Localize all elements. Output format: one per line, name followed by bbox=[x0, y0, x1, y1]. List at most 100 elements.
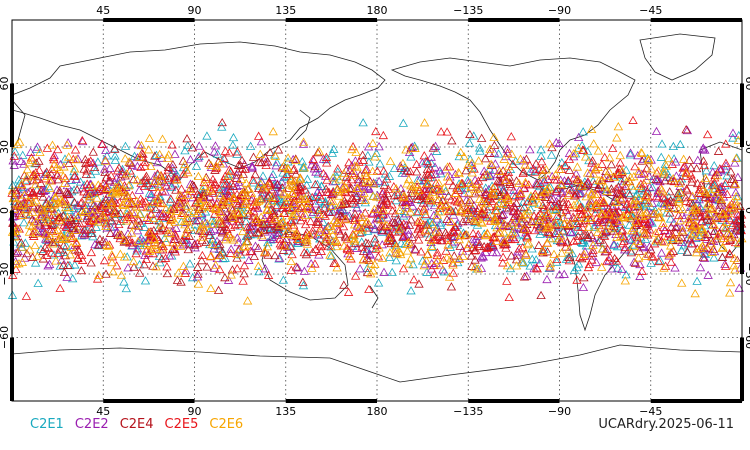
sounding-marker bbox=[633, 201, 643, 211]
sounding-marker bbox=[22, 164, 33, 174]
sounding-marker bbox=[703, 270, 713, 279]
sounding-marker bbox=[569, 173, 579, 182]
sounding-marker bbox=[726, 199, 737, 208]
sounding-marker bbox=[550, 228, 561, 237]
sounding-marker bbox=[670, 227, 681, 237]
sounding-marker bbox=[114, 219, 124, 229]
sounding-marker bbox=[140, 276, 151, 285]
sounding-marker bbox=[235, 214, 245, 223]
sounding-marker bbox=[537, 170, 548, 179]
sounding-marker bbox=[234, 244, 244, 253]
sounding-marker bbox=[246, 188, 257, 197]
sounding-marker bbox=[403, 230, 414, 239]
y-tick-label-right: 0 bbox=[743, 207, 750, 214]
sounding-marker bbox=[484, 213, 495, 222]
x-tick-label-bottom: 90 bbox=[188, 405, 202, 418]
sounding-marker bbox=[611, 256, 622, 265]
sounding-marker bbox=[16, 238, 26, 247]
sounding-marker bbox=[582, 208, 593, 217]
sounding-marker bbox=[542, 274, 552, 284]
sounding-marker bbox=[697, 241, 708, 250]
sounding-marker bbox=[498, 199, 508, 208]
sounding-marker bbox=[319, 225, 330, 234]
sounding-marker bbox=[429, 227, 439, 236]
sounding-marker bbox=[71, 238, 82, 247]
sounding-marker bbox=[563, 210, 573, 219]
sounding-marker bbox=[641, 191, 651, 201]
sounding-marker bbox=[215, 264, 225, 274]
sounding-marker bbox=[538, 223, 548, 232]
sounding-marker bbox=[422, 156, 433, 165]
sounding-marker bbox=[565, 219, 575, 228]
sounding-marker bbox=[667, 230, 678, 239]
sounding-marker bbox=[691, 163, 702, 173]
sounding-marker bbox=[21, 176, 31, 186]
sounding-marker bbox=[499, 172, 510, 181]
sounding-marker bbox=[539, 244, 549, 253]
sounding-marker bbox=[383, 184, 394, 193]
sounding-marker bbox=[721, 217, 731, 226]
sounding-marker bbox=[229, 193, 239, 203]
sounding-marker bbox=[98, 210, 108, 220]
sounding-marker bbox=[426, 152, 436, 161]
sounding-marker bbox=[119, 252, 130, 261]
sounding-marker bbox=[639, 229, 649, 238]
sounding-marker bbox=[221, 232, 231, 242]
sounding-marker bbox=[220, 146, 231, 155]
sounding-marker bbox=[446, 228, 456, 237]
sounding-marker bbox=[393, 216, 403, 225]
sounding-marker bbox=[569, 265, 580, 274]
sounding-marker bbox=[559, 269, 569, 278]
sounding-marker bbox=[189, 181, 199, 190]
sounding-marker bbox=[656, 248, 667, 257]
sounding-marker bbox=[132, 196, 142, 205]
sounding-marker bbox=[303, 189, 313, 198]
sounding-marker bbox=[483, 242, 494, 252]
sounding-marker bbox=[687, 230, 697, 239]
sounding-marker bbox=[166, 181, 177, 190]
sounding-marker bbox=[559, 226, 569, 235]
sounding-marker bbox=[666, 248, 676, 257]
sounding-marker bbox=[347, 241, 358, 250]
sounding-marker bbox=[716, 194, 726, 204]
sounding-marker bbox=[550, 170, 561, 179]
sounding-marker bbox=[528, 217, 538, 226]
sounding-marker bbox=[267, 219, 278, 228]
sounding-marker bbox=[44, 183, 55, 192]
sounding-marker bbox=[372, 192, 382, 201]
sounding-marker bbox=[455, 196, 465, 205]
sounding-marker bbox=[575, 188, 585, 197]
sounding-marker bbox=[488, 183, 498, 192]
sounding-marker bbox=[267, 192, 277, 201]
sounding-marker bbox=[171, 185, 181, 194]
sounding-marker bbox=[33, 278, 43, 287]
sounding-marker bbox=[151, 262, 161, 271]
sounding-marker bbox=[79, 225, 90, 234]
sounding-marker bbox=[432, 255, 443, 265]
sounding-marker bbox=[689, 211, 699, 220]
sounding-marker bbox=[227, 216, 237, 225]
sounding-marker bbox=[273, 145, 284, 154]
sounding-marker bbox=[728, 174, 739, 183]
sounding-marker bbox=[448, 232, 459, 241]
sounding-marker bbox=[398, 198, 408, 207]
sounding-marker bbox=[325, 250, 335, 259]
sounding-marker bbox=[686, 239, 697, 248]
sounding-marker bbox=[518, 167, 529, 176]
sounding-marker bbox=[423, 249, 433, 258]
sounding-marker bbox=[599, 152, 610, 161]
sounding-marker bbox=[731, 191, 741, 201]
sounding-marker bbox=[134, 152, 145, 161]
sounding-marker bbox=[260, 247, 270, 256]
sounding-marker bbox=[197, 232, 208, 241]
sounding-marker bbox=[302, 236, 312, 245]
sounding-marker bbox=[635, 207, 646, 216]
sounding-marker bbox=[383, 226, 393, 235]
sounding-marker bbox=[554, 138, 564, 147]
sounding-marker bbox=[107, 197, 117, 206]
sounding-marker bbox=[432, 210, 442, 219]
sounding-marker bbox=[382, 220, 392, 230]
sounding-marker bbox=[232, 253, 242, 262]
sounding-marker bbox=[55, 283, 65, 292]
sounding-marker bbox=[670, 157, 681, 166]
